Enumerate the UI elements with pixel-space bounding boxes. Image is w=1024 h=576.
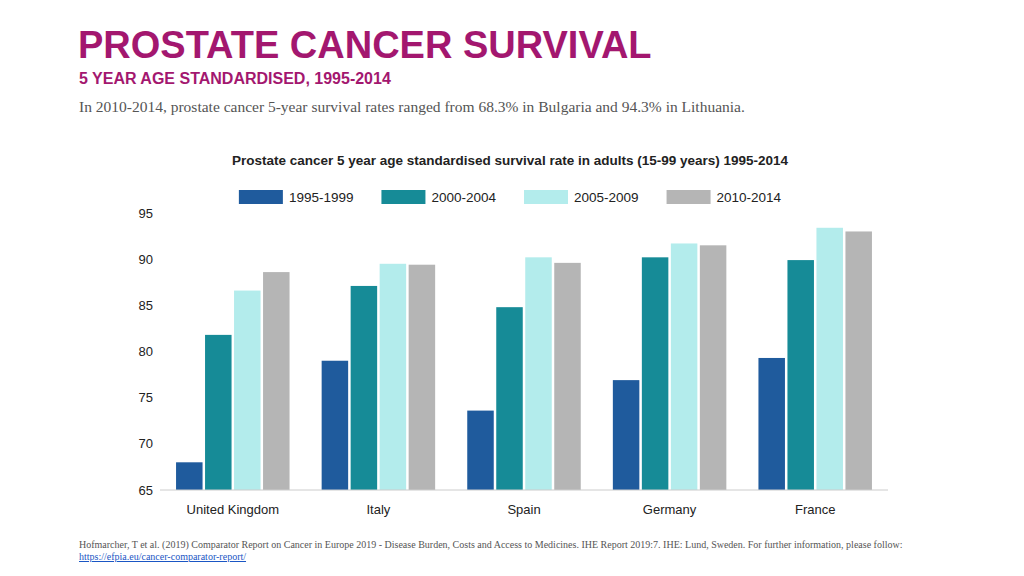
- x-tick-label: Germany: [643, 502, 697, 517]
- bar: [642, 257, 669, 490]
- bar: [845, 231, 872, 490]
- chart-title: Prostate cancer 5 year age standardised …: [232, 153, 789, 168]
- legend-swatch: [381, 190, 425, 204]
- x-axis: [160, 490, 888, 491]
- y-tick-label: 95: [139, 206, 153, 221]
- y-tick-label: 85: [139, 298, 153, 313]
- y-tick: [156, 397, 160, 398]
- bar: [758, 358, 785, 490]
- page-description: In 2010-2014, prostate cancer 5-year sur…: [79, 98, 745, 116]
- legend-label: 2005-2009: [574, 190, 639, 205]
- page-subtitle: 5 YEAR AGE STANDARDISED, 1995-2014: [79, 70, 391, 88]
- legend-swatch: [239, 190, 283, 204]
- bar: [525, 257, 552, 490]
- bar: [205, 335, 232, 490]
- chart: Prostate cancer 5 year age standardised …: [0, 0, 1024, 576]
- bar: [351, 286, 378, 490]
- bar: [322, 361, 349, 490]
- source-link[interactable]: https://efpia.eu/cancer-comparator-repor…: [79, 551, 246, 562]
- y-tick: [156, 443, 160, 444]
- y-tick: [156, 490, 160, 491]
- page-title: PROSTATE CANCER SURVIVAL: [78, 24, 652, 67]
- y-tick: [156, 213, 160, 214]
- y-tick: [156, 305, 160, 306]
- legend-swatch: [524, 190, 568, 204]
- bar: [496, 307, 523, 490]
- x-tick-label: Italy: [366, 502, 390, 517]
- bar: [380, 264, 407, 490]
- y-tick-label: 75: [139, 390, 153, 405]
- bar: [554, 263, 581, 490]
- y-tick-label: 70: [139, 436, 153, 451]
- bar: [176, 462, 203, 490]
- bar: [263, 272, 290, 490]
- y-tick: [156, 259, 160, 260]
- y-tick-label: 90: [139, 252, 153, 267]
- source-text: Hofmarcher, T et al. (2019) Comparator R…: [79, 539, 902, 550]
- bars: [176, 228, 872, 490]
- bar: [787, 260, 814, 490]
- legend-swatch: [667, 190, 711, 204]
- bar: [816, 228, 843, 490]
- x-tick-label: United Kingdom: [187, 502, 280, 517]
- bar: [409, 265, 436, 490]
- bar: [671, 243, 698, 490]
- y-tick-label: 65: [139, 483, 153, 498]
- legend-label: 1995-1999: [289, 190, 354, 205]
- legend-label: 2010-2014: [717, 190, 782, 205]
- x-tick-label: France: [795, 502, 835, 517]
- bar: [700, 245, 727, 490]
- footer: Hofmarcher, T et al. (2019) Comparator R…: [79, 539, 929, 563]
- x-tick-label: Spain: [507, 502, 540, 517]
- legend: 1995-1999 2000-2004 2005-2009 2010-2014: [239, 190, 782, 205]
- y-tick: [156, 351, 160, 352]
- bar: [467, 411, 494, 490]
- legend-label: 2000-2004: [431, 190, 496, 205]
- y-tick-label: 80: [139, 344, 153, 359]
- bar: [234, 291, 260, 490]
- bar: [613, 380, 640, 490]
